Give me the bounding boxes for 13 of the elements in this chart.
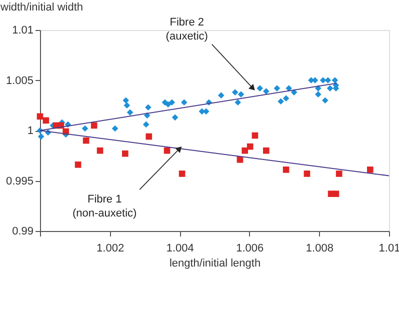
x-tick-label: 1.002 [96, 242, 124, 254]
x-axis-title: length/initial length [169, 258, 261, 270]
x-tick-label: 1.004 [166, 242, 194, 254]
y-tick-label: 1.005 [6, 74, 34, 87]
x-tick-label: 1.008 [306, 242, 334, 254]
annotation: Fibre 2 (auxetic) [166, 16, 208, 42]
x-tick-label: 1.006 [236, 242, 264, 254]
y-tick-label: 1 [27, 125, 34, 137]
y-tick-label: 1.01 [12, 24, 34, 36]
annotation: Fibre 1 (non-auxetic) [72, 194, 137, 220]
y-tick-label: 0.995 [6, 175, 34, 188]
y-tick-label: 0.99 [12, 226, 34, 238]
y-axis-title: width/initial width [0, 2, 84, 14]
